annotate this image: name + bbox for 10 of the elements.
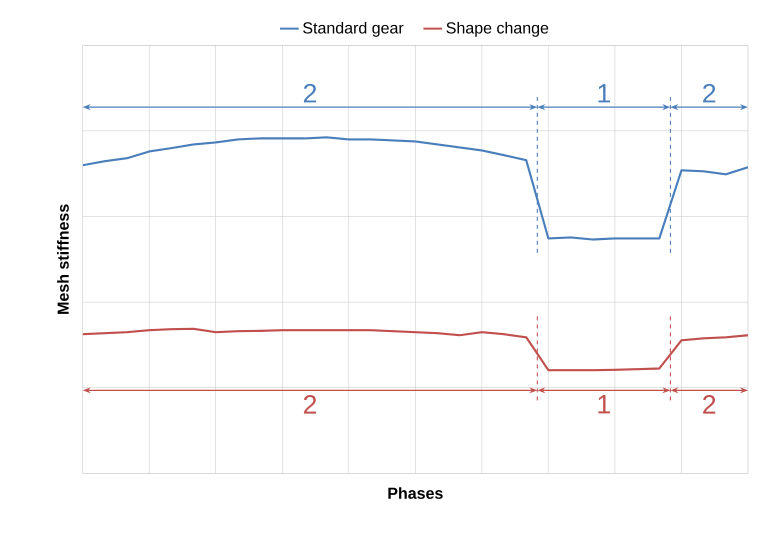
y-axis-title: Mesh stiffness xyxy=(57,204,69,314)
annotation: 1 xyxy=(598,395,610,414)
text: 2 xyxy=(304,84,316,102)
annotation: 2 xyxy=(304,395,316,414)
annotation: 2 xyxy=(703,395,716,414)
legend-label: Standard gear xyxy=(303,22,404,37)
x-axis-title: Phases xyxy=(388,487,443,499)
text: 2 xyxy=(703,84,716,102)
text: 1 xyxy=(598,84,610,102)
legend-label: Shape change xyxy=(446,22,548,37)
